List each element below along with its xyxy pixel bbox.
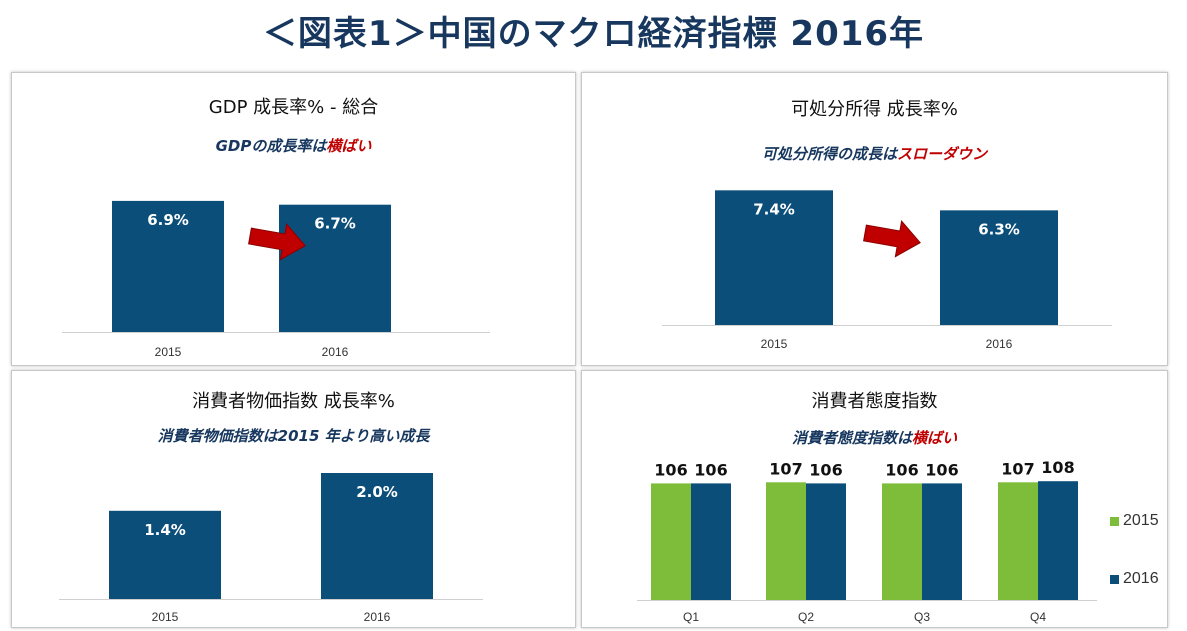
sentiment-bar-Q1-2015 <box>651 483 691 600</box>
cpi-chart-title: 消費者物価指数 成長率% <box>192 391 395 412</box>
gdp-bar-2016 <box>279 204 391 332</box>
sentiment-bar-Q3-2016 <box>922 483 962 600</box>
sentiment-bar-Q4-2015 <box>998 482 1038 600</box>
sentiment-data-label-Q3-2015: 106 <box>885 460 918 479</box>
sentiment-bar-Q2-2016 <box>806 483 846 600</box>
legend-label-2016: 2016 <box>1123 570 1159 587</box>
sentiment-data-label-Q4-2016: 108 <box>1041 458 1074 477</box>
gdp-tick-label-2015: 2015 <box>155 345 182 359</box>
income-arrow-shape <box>863 220 921 258</box>
income-subtitle-text: 可処分所得の成長は <box>761 145 897 163</box>
gdp-subtitle-text: GDPの成長率は <box>215 137 327 155</box>
cpi-bar-chart: 1.4% 2015 2.0% 2016 <box>59 473 483 624</box>
legend-swatch-2016 <box>1110 574 1119 584</box>
gdp-panel: GDP 成長率% - 総合 GDPの成長率は横ばい 6.9% 2015 6.7% 20… <box>11 72 576 366</box>
cpi-bar-2016 <box>321 473 433 599</box>
gdp-data-label-2016: 6.7% <box>314 215 356 233</box>
income-data-label-2016: 6.3% <box>978 220 1020 238</box>
gdp-bar-chart: 6.9% 2015 6.7% 2016 <box>62 200 490 359</box>
sentiment-chart-title: 消費者態度指数 <box>811 391 938 412</box>
sentiment-data-label-Q2-2015: 107 <box>769 459 802 478</box>
gdp-trend-arrow-icon <box>248 223 306 261</box>
legend-swatch-2015 <box>1110 516 1119 526</box>
cpi-bar-2015 <box>109 510 221 599</box>
income-tick-label-2015: 2015 <box>761 337 788 351</box>
sentiment-data-label-Q2-2016: 106 <box>809 460 842 479</box>
sentiment-data-label-Q1-2016: 106 <box>694 460 727 479</box>
income-bar-chart: 7.4% 2015 6.3% 2016 <box>662 190 1112 351</box>
cpi-data-label-2016: 2.0% <box>356 483 398 501</box>
income-bar-2015 <box>715 190 833 325</box>
income-data-label-2015: 7.4% <box>753 200 795 218</box>
gdp-data-label-2015: 6.9% <box>147 211 189 229</box>
sentiment-bar-Q1-2016 <box>691 483 731 600</box>
sentiment-subtitle-text: 消費者態度指数は <box>791 429 912 447</box>
cpi-chart-subtitle: 消費者物価指数は2015 年より高い成長 <box>12 425 575 446</box>
gdp-bar-2015 <box>112 200 224 332</box>
cpi-subtitle-text: 消費者物価指数は2015 年より高い成長 <box>157 427 430 445</box>
income-tick-label-2016: 2016 <box>986 337 1013 351</box>
gdp-arrow-shape <box>248 223 306 261</box>
sentiment-data-label-Q4-2015: 107 <box>1001 459 1034 478</box>
cpi-tick-label-2016: 2016 <box>364 610 391 624</box>
income-chart-subtitle: 可処分所得の成長はスローダウン <box>582 143 1167 164</box>
sentiment-tick-label-Q4: Q4 <box>1030 610 1046 624</box>
income-chart-title: 可処分所得 成長率% <box>791 99 958 120</box>
gdp-chart-subtitle: GDPの成長率は横ばい <box>12 135 575 156</box>
sentiment-bar-Q2-2015 <box>766 482 806 600</box>
income-trend-arrow-icon <box>863 220 921 258</box>
sentiment-bar-Q4-2016 <box>1038 481 1078 600</box>
sentiment-data-label-Q3-2016: 106 <box>925 460 958 479</box>
legend-item: 2015 <box>1110 510 1159 532</box>
sentiment-tick-label-Q3: Q3 <box>914 610 930 624</box>
sentiment-bar-Q3-2015 <box>882 483 922 600</box>
gdp-chart-title: GDP 成長率% - 総合 <box>208 97 379 118</box>
sentiment-legend: 2015 2016 <box>1110 510 1159 590</box>
cpi-panel: 消費者物価指数 成長率% 消費者物価指数は2015 年より高い成長 1.4% 20… <box>11 370 576 628</box>
page-title: ＜図表1＞中国のマクロ経済指標 2016年 <box>262 14 925 54</box>
sentiment-data-label-Q1-2015: 106 <box>654 460 687 479</box>
cpi-data-label-2015: 1.4% <box>144 521 186 539</box>
sentiment-panel: 消費者態度指数 消費者態度指数は横ばい 106 106 Q1 107 106 Q2 106 1… <box>581 370 1168 628</box>
income-subtitle-highlight: スローダウン <box>897 145 988 163</box>
gdp-tick-label-2016: 2016 <box>322 345 349 359</box>
income-panel: 可処分所得 成長率% 可処分所得の成長はスローダウン 7.4% 2015 6.3% 2… <box>581 72 1168 366</box>
legend-item: 2016 <box>1110 568 1159 590</box>
sentiment-chart-subtitle: 消費者態度指数は横ばい <box>582 427 1167 448</box>
sentiment-tick-label-Q1: Q1 <box>683 610 699 624</box>
sentiment-tick-label-Q2: Q2 <box>798 610 814 624</box>
legend-label-2015: 2015 <box>1123 512 1159 529</box>
sentiment-subtitle-highlight: 横ばい <box>912 429 958 447</box>
gdp-subtitle-highlight: 横ばい <box>326 137 372 155</box>
cpi-tick-label-2015: 2015 <box>152 610 179 624</box>
sentiment-bar-chart: 106 106 Q1 107 106 Q2 106 106 Q3 107 108 Q4 <box>637 458 1097 624</box>
income-bar-2016 <box>940 210 1058 325</box>
